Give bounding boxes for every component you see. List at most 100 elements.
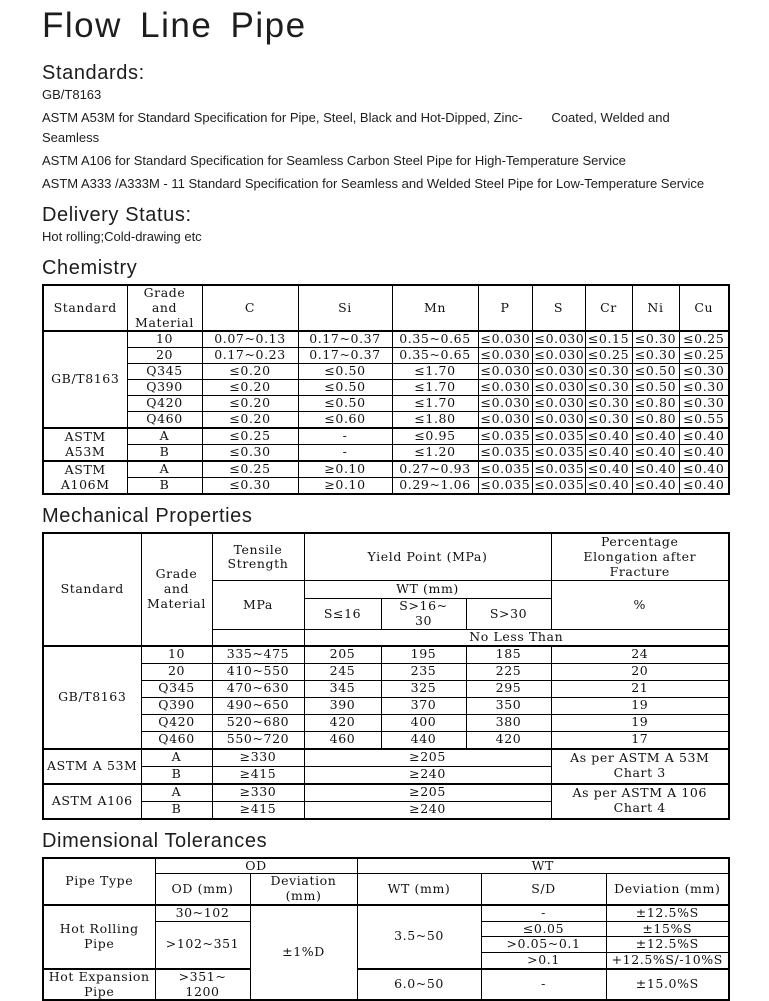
cell: 490~650 (212, 697, 304, 714)
cell: ≤0.05 (481, 921, 606, 937)
cell: 17 (551, 731, 729, 749)
mech-col-percent: % (551, 581, 729, 630)
cell: 380 (466, 714, 551, 731)
cell: 325 (381, 680, 466, 697)
cell: ≤0.030 (478, 380, 532, 396)
table-row: B ≤0.30 - ≤1.20 ≤0.035 ≤0.035 ≤0.40 ≤0.4… (43, 445, 729, 462)
dim-col-pipe-type: Pipe Type (43, 858, 155, 905)
dimensional-heading: Dimensional Tolerances (42, 830, 728, 852)
cell: ±12.5%S (606, 905, 729, 921)
cell: Q420 (127, 396, 202, 412)
chem-group-label: GB/T8163 (43, 331, 127, 428)
table-row: 20 410~550 245 235 225 20 (43, 663, 729, 680)
cell: 10 (127, 331, 202, 348)
dim-group-label: Hot Rolling Pipe (43, 905, 155, 969)
cell: ≤0.40 (679, 428, 729, 445)
cell: B (127, 478, 202, 495)
cell: ≤0.035 (478, 478, 532, 495)
cell: 390 (304, 697, 381, 714)
cell: ≤1.70 (392, 364, 478, 380)
cell: 460 (304, 731, 381, 749)
cell: ≤0.030 (478, 348, 532, 364)
cell: ≤0.030 (478, 331, 532, 348)
dim-col-od: OD (155, 858, 357, 874)
dim-col-wt-mm: WT (mm) (357, 874, 481, 905)
mech-col-s1: S≤16 (304, 599, 381, 630)
cell: 0.17~0.37 (298, 348, 392, 364)
standards-heading: Standards: (42, 62, 728, 84)
cell: Q460 (127, 412, 202, 429)
chem-col-p: P (478, 285, 532, 331)
cell: 520~680 (212, 714, 304, 731)
table-row: Standard Grade and Material Tensile Stre… (43, 533, 729, 581)
cell: ≤1.20 (392, 445, 478, 462)
cell: ≤0.030 (532, 396, 585, 412)
cell: ±12.5%S (606, 937, 729, 953)
cell: ≤0.40 (632, 461, 679, 478)
mech-note: As per ASTM A 53M Chart 3 (551, 749, 729, 784)
cell: ≥0.10 (298, 461, 392, 478)
cell: ≤0.030 (532, 412, 585, 429)
cell: ≥240 (304, 766, 551, 784)
cell: ≤0.030 (532, 331, 585, 348)
chem-col-c: C (202, 285, 298, 331)
chem-group-label: ASTM A106M (43, 461, 127, 494)
table-row: B ≤0.30 ≥0.10 0.29~1.06 ≤0.035 ≤0.035 ≤0… (43, 478, 729, 495)
cell: B (127, 445, 202, 462)
mech-group-label: GB/T8163 (43, 646, 141, 749)
cell: ≤0.30 (585, 412, 632, 429)
cell: 0.27~0.93 (392, 461, 478, 478)
standards-item: GB/T8163 (42, 85, 728, 105)
cell: ≤0.035 (532, 445, 585, 462)
cell: ≤0.15 (585, 331, 632, 348)
cell: ≤0.40 (679, 478, 729, 495)
cell: ≤0.30 (585, 364, 632, 380)
cell: ≤0.25 (679, 348, 729, 364)
table-row: Q390 ≤0.20 ≤0.50 ≤1.70 ≤0.030 ≤0.030 ≤0.… (43, 380, 729, 396)
cell: Q345 (141, 680, 212, 697)
cell: 295 (466, 680, 551, 697)
cell: ≤0.50 (298, 380, 392, 396)
cell: +12.5%S/-10%S (606, 953, 729, 969)
standards-item: ASTM A333 /A333M - 11 Standard Specifica… (42, 174, 728, 194)
chem-col-grade: Grade and Material (127, 285, 202, 331)
mech-col-elongation: Percentage Elongation after Fracture (551, 533, 729, 581)
dimensional-tolerances-table: Pipe Type OD WT OD (mm) Deviation (mm) W… (42, 857, 730, 1001)
cell: 0.17~0.23 (202, 348, 298, 364)
chem-col-mn: Mn (392, 285, 478, 331)
cell: ≤0.20 (202, 380, 298, 396)
mech-col-mpa: MPa (212, 581, 304, 630)
cell: ≤0.30 (202, 445, 298, 462)
table-row: Q460 550~720 460 440 420 17 (43, 731, 729, 749)
table-row: GB/T8163 10 0.07~0.13 0.17~0.37 0.35~0.6… (43, 331, 729, 348)
cell: 195 (381, 646, 466, 664)
cell: Q420 (141, 714, 212, 731)
cell: ≤0.035 (532, 461, 585, 478)
cell: 225 (466, 663, 551, 680)
cell: 0.29~1.06 (392, 478, 478, 495)
dim-col-wt-deviation: Deviation (mm) (606, 874, 729, 905)
mech-group-label: ASTM A106 (43, 784, 141, 819)
cell: Q345 (127, 364, 202, 380)
cell: A (141, 784, 212, 802)
cell: ≤0.40 (585, 461, 632, 478)
cell: 370 (381, 697, 466, 714)
cell: ≥205 (304, 784, 551, 802)
cell: ≤0.40 (632, 428, 679, 445)
dim-group-label: Hot Expansion Pipe (43, 969, 155, 1001)
cell: 205 (304, 646, 381, 664)
dim-col-od-deviation: Deviation (mm) (250, 874, 357, 905)
table-row: ASTM A106 A ≥330 ≥205 As per ASTM A 106 … (43, 784, 729, 802)
cell: ≤0.60 (298, 412, 392, 429)
cell: ≥330 (212, 784, 304, 802)
cell: ≤0.80 (632, 412, 679, 429)
cell: ≥415 (212, 801, 304, 819)
cell: ≤0.30 (202, 478, 298, 495)
cell: - (298, 445, 392, 462)
cell: ≤0.30 (585, 396, 632, 412)
cell: 550~720 (212, 731, 304, 749)
table-row: Hot Rolling Pipe 30~102 ±1%D 3.5~50 - ±1… (43, 905, 729, 921)
cell: ≤0.40 (585, 478, 632, 495)
table-row: Q420 ≤0.20 ≤0.50 ≤1.70 ≤0.030 ≤0.030 ≤0.… (43, 396, 729, 412)
